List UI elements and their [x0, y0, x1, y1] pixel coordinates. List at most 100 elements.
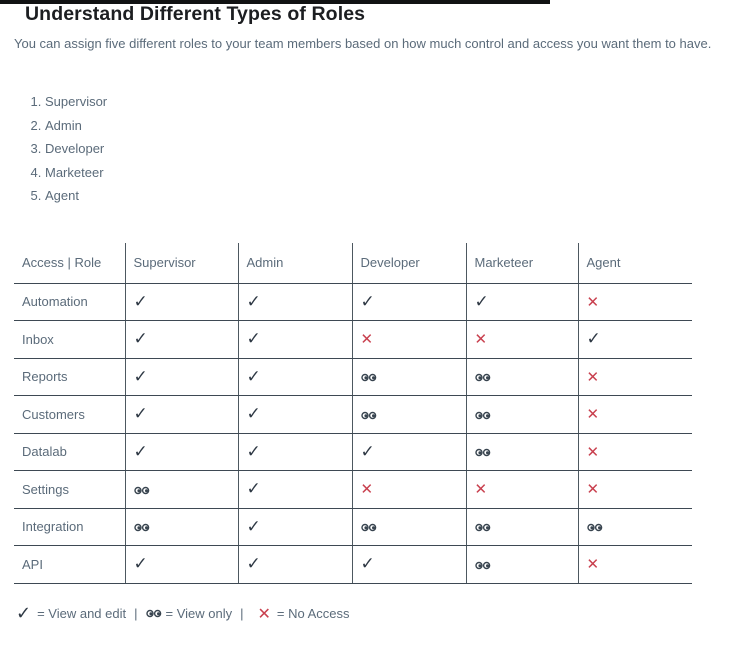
legend-eyes-label: = View only: [165, 606, 233, 621]
table-header-cell: Marketeer: [465, 243, 578, 284]
table-header-cell: Access | Role: [14, 243, 125, 284]
table-row: Customers ✓ ✓ ✕: [14, 395, 692, 434]
legend-no-access-label: = No Access: [276, 606, 350, 621]
check-icon: ✓: [246, 404, 261, 425]
check-icon: ✓: [246, 554, 261, 575]
legend: ✓ = View and edit | = View only | ✕ = No…: [16, 603, 350, 624]
check-icon: ✓: [16, 603, 32, 624]
access-cell: ✕: [465, 320, 578, 359]
access-cell: ✕: [577, 358, 692, 396]
access-cell: ✓: [124, 433, 238, 471]
eyes-icon: [474, 374, 490, 382]
check-icon: ✓: [246, 291, 261, 312]
check-icon: ✓: [133, 366, 148, 387]
access-cell: [465, 433, 578, 471]
check-icon: ✓: [133, 291, 148, 312]
cross-icon: ✕: [586, 555, 600, 574]
cross-icon: ✕: [586, 367, 600, 386]
roles-list-item: Supervisor: [45, 95, 107, 108]
table-header-cell: Agent: [577, 243, 692, 284]
feature-cell: Inbox: [14, 320, 125, 359]
table-row: Settings ✓ ✕ ✕ ✕: [14, 470, 692, 509]
top-accent-bar: [0, 0, 550, 4]
access-cell: ✕: [577, 433, 692, 471]
check-icon: ✓: [586, 329, 601, 350]
access-cell: ✕: [351, 470, 466, 509]
access-cell: ✓: [237, 470, 352, 509]
access-cell: [465, 508, 578, 546]
cross-icon: ✕: [257, 604, 271, 623]
table-row: Automation ✓ ✓ ✓ ✓ ✕: [14, 283, 692, 321]
roles-list-item: Marketeer: [45, 166, 107, 179]
check-icon: ✓: [133, 329, 148, 350]
legend-check-label: = View and edit: [37, 606, 127, 621]
access-cell: ✓: [351, 283, 466, 321]
feature-cell: API: [14, 545, 125, 584]
feature-cell: Customers: [14, 395, 125, 434]
table-row: Integration ✓: [14, 508, 692, 546]
legend-separator: |: [240, 606, 244, 621]
access-cell: ✕: [577, 545, 692, 584]
roles-list-item: Developer: [45, 142, 107, 155]
cross-icon: ✕: [474, 330, 488, 349]
table-header-row: Access | Role Supervisor Admin Developer Mar…: [14, 243, 692, 284]
table-row: Datalab ✓ ✓ ✓ ✕: [14, 433, 692, 471]
access-cell: ✓: [124, 545, 238, 584]
intro-text: You can assign five different roles to y…: [14, 36, 712, 51]
check-icon: ✓: [133, 554, 148, 575]
eyes-icon: [474, 411, 490, 420]
table-row: API ✓ ✓ ✓ ✕: [14, 545, 692, 584]
access-cell: ✓: [237, 320, 352, 359]
access-cell: [351, 358, 466, 396]
access-cell: [124, 508, 238, 546]
roles-list: Supervisor Admin Developer Marketeer Age…: [14, 95, 107, 213]
check-icon: ✓: [246, 441, 261, 462]
eyes-icon: [474, 561, 490, 570]
access-cell: ✕: [351, 320, 466, 359]
eyes-icon: [360, 374, 376, 382]
legend-separator: |: [134, 606, 138, 621]
feature-cell: Settings: [14, 470, 125, 509]
eyes-icon: [360, 524, 376, 532]
roles-list-item: Agent: [45, 189, 107, 202]
feature-cell: Datalab: [14, 433, 125, 471]
access-cell: ✓: [351, 433, 466, 471]
access-cell: ✓: [124, 358, 238, 396]
check-icon: ✓: [474, 291, 489, 312]
access-cell: [577, 508, 692, 546]
eyes-icon: [360, 411, 376, 420]
access-cell: ✓: [465, 283, 578, 321]
table-row: Reports ✓ ✓ ✕: [14, 358, 692, 396]
eyes-icon: [145, 609, 161, 618]
access-cell: [124, 470, 238, 509]
access-cell: ✕: [577, 395, 692, 434]
eyes-icon: [586, 524, 602, 532]
access-cell: ✓: [237, 545, 352, 584]
access-cell: [351, 395, 466, 434]
check-icon: ✓: [246, 329, 261, 350]
table-row: Inbox ✓ ✓ ✕ ✕ ✓: [14, 320, 692, 359]
cross-icon: ✕: [360, 330, 374, 349]
access-cell: ✓: [237, 433, 352, 471]
access-cell: ✕: [465, 470, 578, 509]
access-cell: ✓: [124, 395, 238, 434]
access-cell: ✓: [124, 320, 238, 359]
access-cell: [465, 545, 578, 584]
roles-list-item: Admin: [45, 119, 107, 132]
eyes-icon: [474, 524, 490, 532]
access-cell: ✓: [351, 545, 466, 584]
eyes-icon: [133, 524, 149, 532]
access-cell: ✓: [237, 508, 352, 546]
access-cell: ✓: [237, 283, 352, 321]
access-cell: ✓: [577, 320, 692, 359]
roles-table: Access | Role Supervisor Admin Developer Mar…: [14, 243, 692, 584]
check-icon: ✓: [133, 404, 148, 425]
feature-cell: Integration: [14, 508, 125, 546]
check-icon: ✓: [246, 516, 261, 537]
cross-icon: ✕: [474, 480, 488, 499]
cross-icon: ✕: [586, 480, 600, 499]
eyes-icon: [474, 449, 490, 457]
check-icon: ✓: [246, 479, 261, 500]
check-icon: ✓: [360, 554, 375, 575]
check-icon: ✓: [360, 291, 375, 312]
